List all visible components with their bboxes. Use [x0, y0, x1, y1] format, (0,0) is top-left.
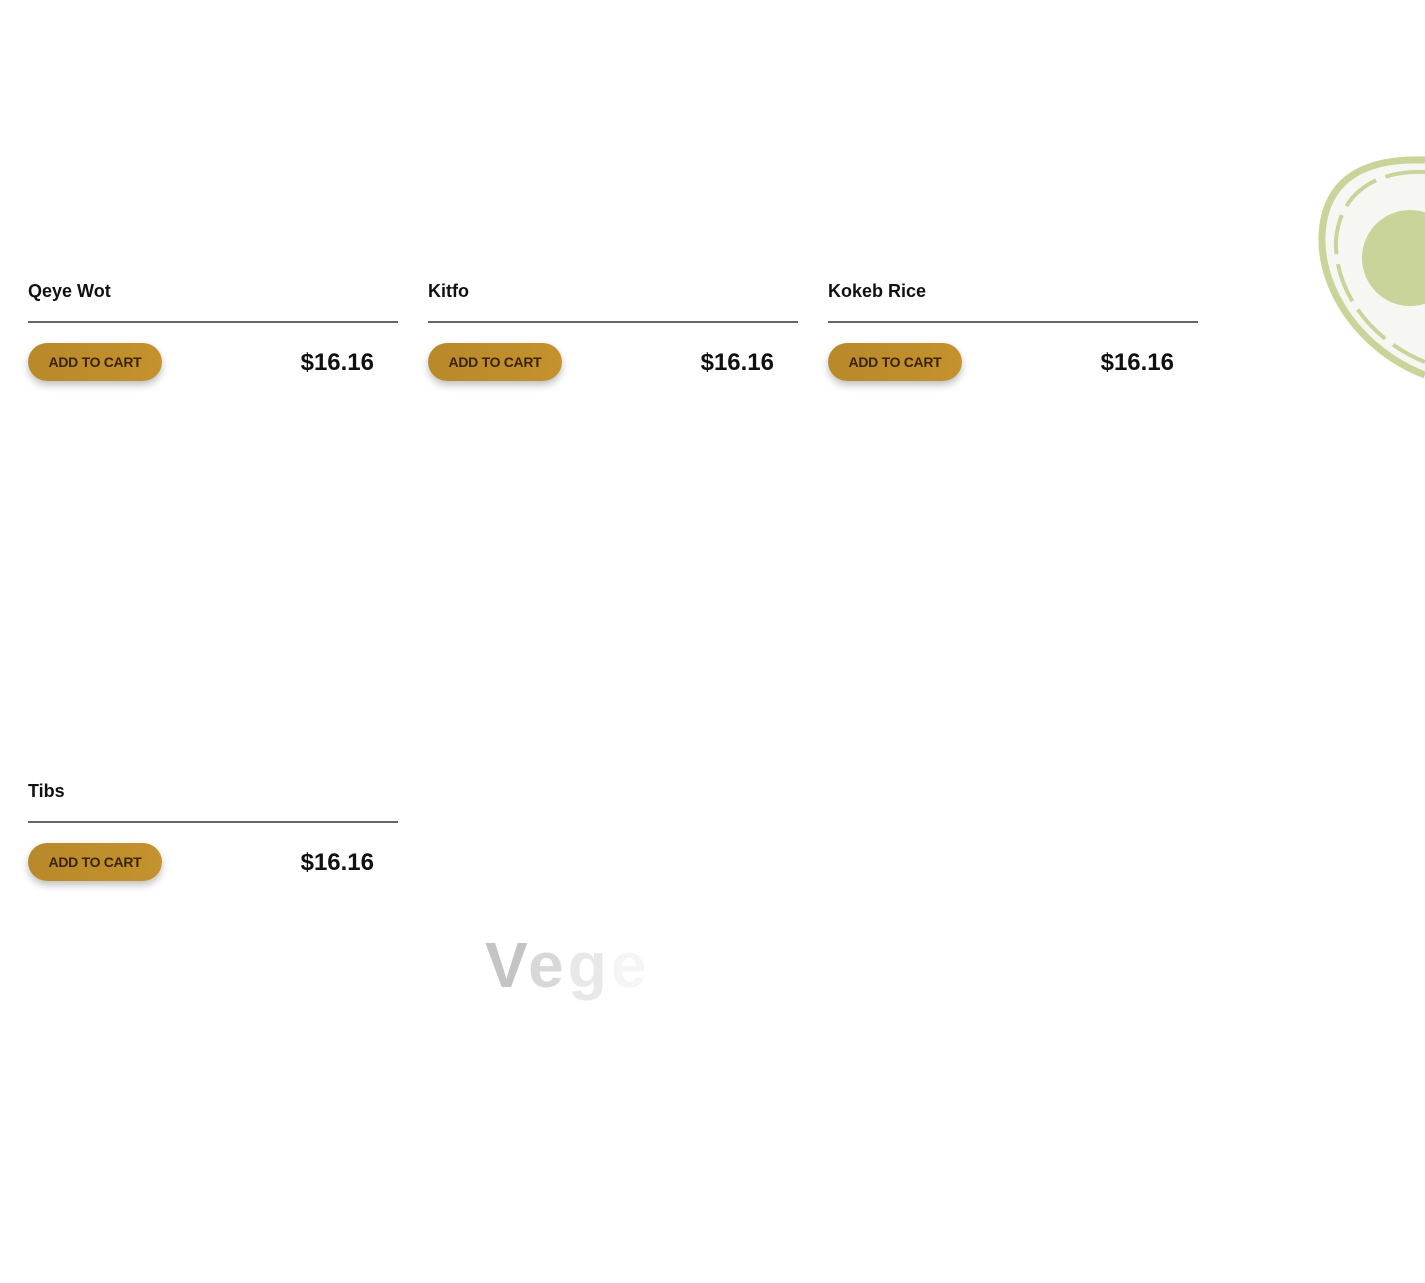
add-to-cart-button[interactable]: ADD TO CART [28, 843, 162, 881]
heading-letter: g [567, 929, 611, 1001]
product-name: Tibs [28, 781, 65, 801]
divider [28, 321, 398, 323]
product-name: Kitfo [428, 281, 469, 301]
product-name: Qeye Wot [28, 281, 111, 301]
product-price: $16.16 [700, 349, 774, 376]
product-card: Kokeb Rice ADD TO CART $16.16 [828, 280, 1198, 400]
product-card: Tibs ADD TO CART $16.16 [28, 780, 398, 900]
divider [28, 821, 398, 823]
product-card: Qeye Wot ADD TO CART $16.16 [28, 280, 398, 400]
add-to-cart-button[interactable]: ADD TO CART [428, 343, 562, 381]
product-card: Kitfo ADD TO CART $16.16 [428, 280, 798, 400]
add-to-cart-button[interactable]: ADD TO CART [828, 343, 962, 381]
product-price: $16.16 [300, 849, 374, 876]
product-price: $16.16 [300, 349, 374, 376]
product-name: Kokeb Rice [828, 281, 927, 301]
divider [828, 321, 1198, 323]
section-heading: Vege [485, 928, 650, 1002]
heading-letter: e [528, 929, 568, 1001]
heading-letter: V [485, 929, 529, 1001]
heading-letter: e [610, 929, 651, 1001]
divider [428, 321, 798, 323]
product-price: $16.16 [1100, 349, 1174, 376]
add-to-cart-button[interactable]: ADD TO CART [28, 343, 162, 381]
avocado-icon [1318, 156, 1425, 379]
